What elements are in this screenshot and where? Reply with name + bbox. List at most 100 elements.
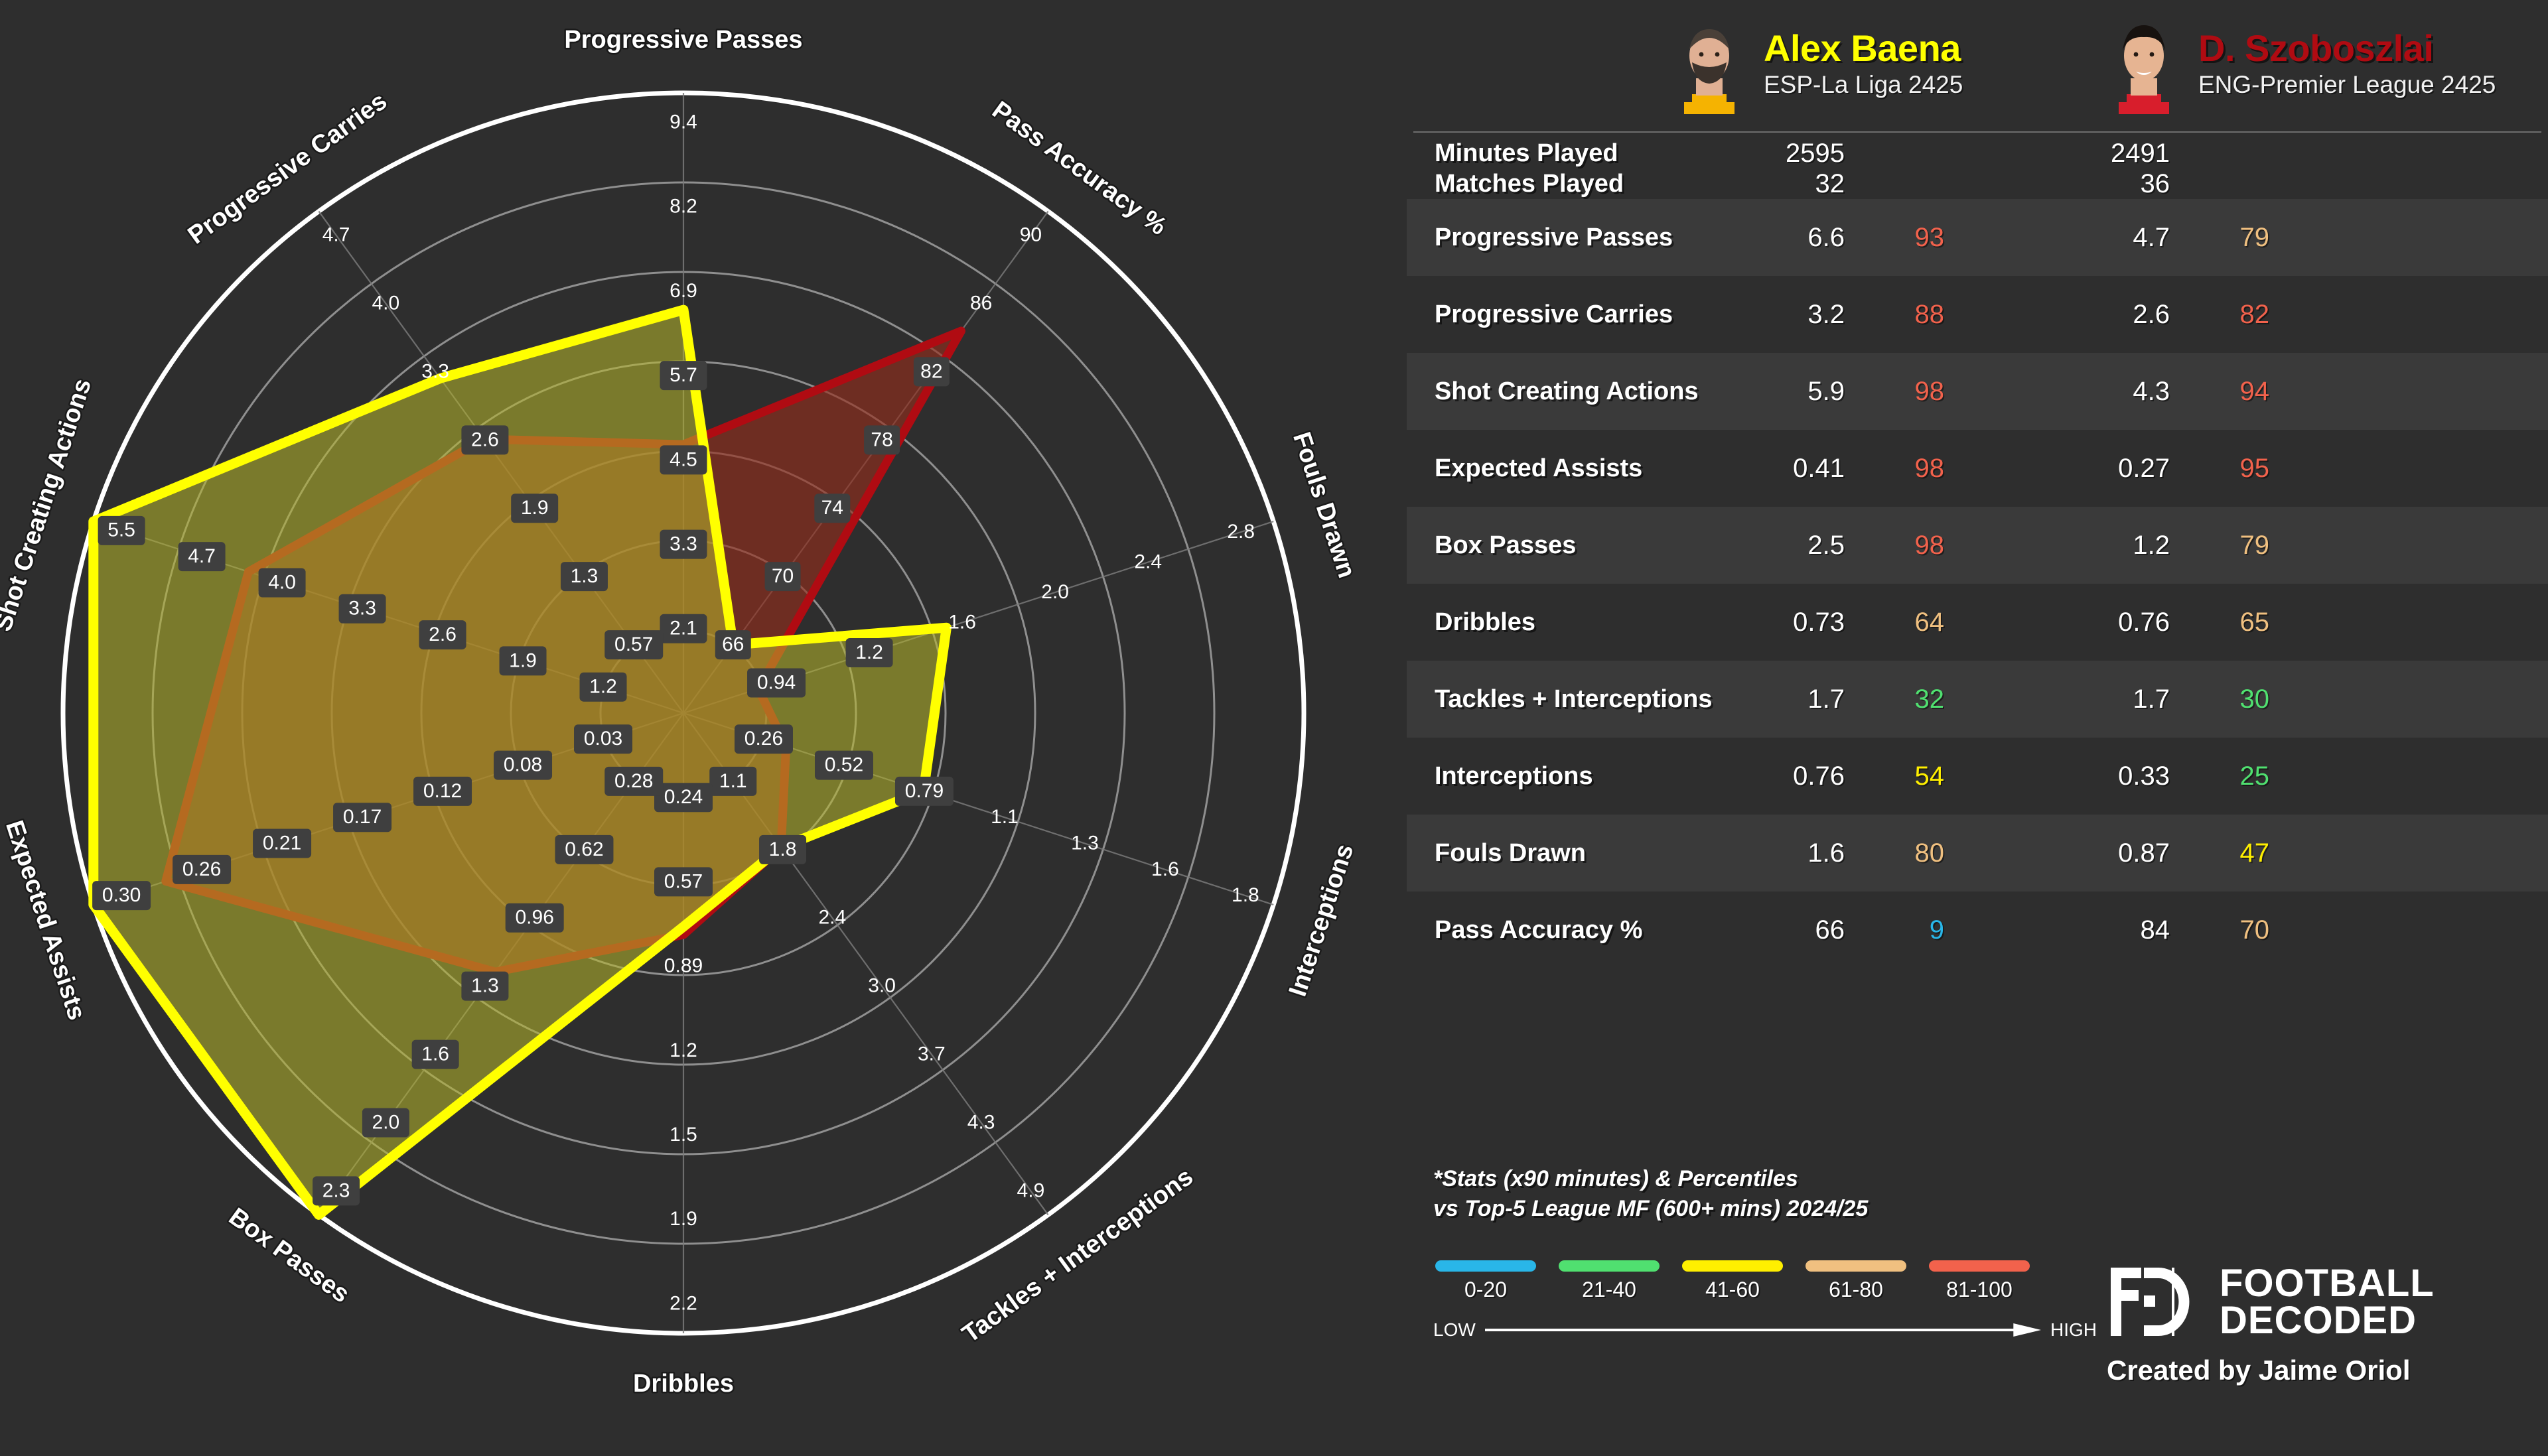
axis-tick-label: 1.5	[670, 1124, 697, 1146]
legend-color-swatch	[1559, 1260, 1660, 1272]
tick-label-box	[814, 750, 873, 780]
player2-value: 36	[2140, 168, 2170, 198]
brand-block: FOOTBALL DECODED Created by Jaime Oriol	[2107, 1264, 2531, 1386]
summary-row: Matches Played 32 36	[1407, 168, 2548, 199]
axis-tick-label: 5.7	[670, 364, 697, 386]
axis-title: Progressive Passes	[564, 26, 802, 54]
axis-tick-label: 0.26	[744, 728, 783, 750]
axis-tick-label: 2.3	[322, 1179, 350, 1201]
axis-tick-label: 0.96	[515, 907, 553, 929]
axis-tick-label: 4.5	[670, 448, 697, 470]
axis-tick-label: 2.8	[1227, 521, 1255, 543]
stats-panel: Alex Baena ESP-La Liga 2425 D. Szoboszla…	[1407, 0, 2548, 1456]
stats-table: Minutes Played 2595 2491 Matches Played 32 36…	[1407, 138, 2548, 968]
legend-band: 41-60	[1680, 1260, 1785, 1302]
axis-tick-label: 4.7	[322, 224, 350, 246]
player1-value: 2595	[1786, 138, 1845, 168]
axis-tick-label: 2.6	[471, 429, 499, 450]
player1-value: 6.6	[1807, 222, 1845, 252]
table-row: Pass Accuracy % 66 9 84 70	[1407, 892, 2548, 968]
tick-label-box	[313, 1176, 360, 1206]
player2-percentile: 79	[2239, 530, 2270, 560]
axis-tick-label: 66	[722, 633, 744, 655]
tick-label-box	[709, 766, 757, 796]
player1-value: 5.9	[1807, 376, 1845, 406]
player1-percentile: 32	[1914, 684, 1945, 714]
player2-value: 84	[2140, 915, 2170, 945]
radar-chart-svg: 2.1 3.3 4.5 5.7 6.9 8.2 9.4 66 70 74 78 82 86 90 0.94 1…	[0, 25, 1362, 1400]
tick-label-box	[173, 854, 232, 884]
axis-tick-label: 0.28	[614, 770, 653, 792]
table-row: Interceptions 0.76 54 0.33 25	[1407, 738, 2548, 815]
brand-line-1: FOOTBALL	[2220, 1262, 2435, 1305]
header-divider	[1413, 131, 2541, 133]
stat-label: Matches Played	[1435, 169, 1624, 198]
table-row: Progressive Carries 3.2 88 2.6 82	[1407, 276, 2548, 353]
tick-label-box	[864, 425, 900, 455]
tick-label-box	[604, 766, 664, 796]
avatar	[2119, 25, 2169, 114]
axis-tick-label: 0.08	[504, 754, 542, 776]
tick-label-box	[759, 834, 807, 864]
player2-value: 0.27	[2118, 453, 2170, 483]
tick-label-box	[178, 542, 226, 572]
tick-label-box	[845, 637, 893, 667]
radar-tick-labels: 2.1 3.3 4.5 5.7 6.9 8.2 9.4 66 70 74 78 82 86 90 0.94 1…	[92, 111, 1259, 1314]
tick-label-box	[734, 724, 793, 754]
brand-line-2: DECODED	[2220, 1298, 2417, 1342]
player-header-szoboszlai: D. Szoboszlai ENG-Premier League 2425	[2107, 15, 2496, 114]
axis-tick-label: 1.9	[521, 497, 549, 519]
tick-label-box	[333, 803, 392, 832]
axis-tick-label: 1.6	[1151, 858, 1179, 880]
axis-tick-label: 1.6	[948, 611, 976, 633]
tick-label-box	[894, 776, 954, 806]
axis-tick-label: 0.26	[182, 858, 221, 880]
axis-tick-label: 4.0	[268, 571, 296, 593]
axis-tick-label: 0.57	[664, 870, 703, 892]
stat-label: Box Passes	[1435, 531, 1577, 559]
axis-tick-label: 0.57	[614, 633, 653, 655]
axis-tick-label: 1.9	[509, 649, 537, 671]
table-row: Progressive Passes 6.6 93 4.7 79	[1407, 199, 2548, 276]
stat-label: Fouls Drawn	[1435, 838, 1587, 867]
player2-percentile: 95	[2239, 453, 2270, 483]
player1-percentile: 98	[1914, 530, 1945, 560]
axis-tick-label: 5.5	[107, 519, 135, 541]
player2-percentile: 47	[2239, 838, 2270, 868]
axis-tick-label: 78	[871, 429, 892, 450]
radar-chart-panel: 2.1 3.3 4.5 5.7 6.9 8.2 9.4 66 70 74 78 82 86 90 0.94 1…	[0, 25, 1362, 1400]
legend-high-label: HIGH	[2050, 1319, 2097, 1340]
axis-tick-label: 9.4	[670, 111, 697, 133]
axis-tick-label: 70	[772, 565, 794, 587]
tick-label-box	[660, 361, 707, 391]
stat-label: Pass Accuracy %	[1435, 915, 1643, 944]
table-row: Expected Assists 0.41 98 0.27 95	[1407, 430, 2548, 507]
summary-row: Minutes Played 2595 2491	[1407, 138, 2548, 168]
axis-title: Pass Accuracy %	[987, 96, 1171, 241]
legend-band-label: 21-40	[1582, 1278, 1636, 1301]
player1-value: 32	[1815, 168, 1845, 198]
player2-percentile: 94	[2239, 376, 2270, 406]
stat-label: Tackles + Interceptions	[1435, 685, 1713, 713]
axis-tick-label: 0.62	[565, 838, 603, 860]
player2-value: 4.7	[2133, 222, 2170, 252]
axis-tick-label: 0.89	[664, 955, 703, 977]
axis-tick-label: 86	[970, 292, 992, 314]
tick-label-box	[747, 668, 806, 698]
legend-band-label: 81-100	[1946, 1278, 2013, 1301]
tick-label-box	[654, 867, 713, 897]
tick-label-box	[98, 515, 145, 545]
player1-percentile: 93	[1914, 222, 1945, 252]
player2-value: 1.2	[2133, 530, 2170, 560]
table-row: Tackles + Interceptions 1.7 32 1.7 30	[1407, 661, 2548, 738]
axis-tick-label: 1.2	[855, 641, 883, 663]
axis-tick-label: 2.1	[670, 618, 697, 639]
player2-value: 0.33	[2118, 761, 2170, 791]
axis-tick-label: 6.9	[670, 280, 697, 302]
axis-title: Shot Creating Actions	[0, 375, 97, 635]
players-header: Alex Baena ESP-La Liga 2425 D. Szoboszla…	[1407, 0, 2548, 133]
tick-label-box	[494, 750, 553, 780]
player2-percentile: 79	[2239, 222, 2270, 252]
tick-label-box	[715, 630, 751, 660]
tick-label-box	[411, 1039, 459, 1069]
